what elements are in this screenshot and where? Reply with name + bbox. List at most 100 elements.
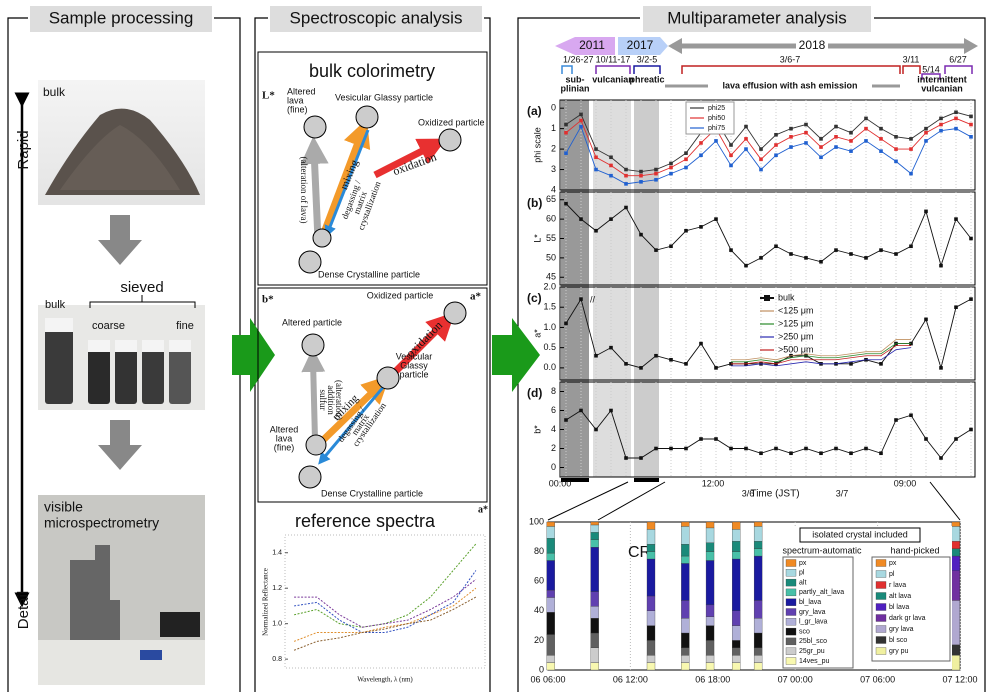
point [654,178,658,182]
point [729,153,733,157]
point [684,362,688,366]
point [894,418,898,422]
down-arrow [98,420,142,470]
y-tick-label: 6 [551,405,556,415]
x-tick-label: 09:00 [894,478,917,488]
y-tick-label: 8 [551,386,556,396]
point [954,217,958,221]
point [609,155,613,159]
legend-title: spectrum-automatic [782,545,862,555]
bar-segment [681,526,689,544]
phase-label: phreatic [629,74,664,84]
legend-label: bulk [778,292,795,302]
legend-label: r lava [889,582,906,589]
y-tick-label: 3 [551,164,556,174]
particle [313,229,331,247]
legend-label: dark gr lava [889,615,926,622]
bar-segment [647,529,655,544]
year-label: 2011 [579,38,605,52]
bar-segment [591,525,599,532]
bar-segment [706,655,714,662]
legend-label: gry_lava [799,609,826,616]
y-tick-label: 0.5 [543,342,556,352]
legend-label: bl_lava [799,599,821,606]
point [609,409,613,413]
point [639,174,643,178]
bar-segment [591,618,599,633]
point [579,119,583,123]
photo-label: sieved [120,279,163,296]
bar-segment [952,549,960,556]
timebar [634,478,659,482]
y-tick-label: 4 [551,424,556,434]
particle-label: particle [399,369,428,379]
y-tick-label: 55 [546,233,556,243]
y-tick-label: 0 [539,664,544,674]
point [699,141,703,145]
y-tick-label: 100 [529,516,544,526]
point [909,244,913,248]
bar-segment [547,522,555,526]
point [759,256,763,260]
point [639,233,643,237]
y-tick-label: 0 [551,462,556,472]
point [594,147,598,151]
point [879,248,883,252]
phase-label: plinian [561,83,590,93]
point [729,248,733,252]
point [699,437,703,441]
legend-label: pl [799,570,805,577]
point [969,428,973,432]
point [594,168,598,172]
y-tick-label: 50 [546,252,556,262]
point [729,447,733,451]
date-label: 10/11-17 [596,54,631,64]
point [684,151,688,155]
point [564,151,568,155]
point [654,248,658,252]
y-tick-label: 0 [551,103,556,113]
bar-segment [681,556,689,563]
legend-swatch [876,571,886,578]
point [834,145,838,149]
chart-title: reference spectra [295,511,436,531]
point [624,362,628,366]
point [939,129,943,133]
laptop [160,612,200,637]
particle-label: Oxidized particle [418,117,485,127]
bar-segment [732,648,740,655]
phase-label: vulcanian [921,83,963,93]
point [669,244,673,248]
y-tick-label: 2 [551,443,556,453]
point [639,366,643,370]
particle-label: Vesicular Glassy particle [335,92,433,102]
legend-label: alt lava [889,593,911,600]
point [849,139,853,143]
particle-label: (fine) [274,442,295,452]
point [969,115,973,119]
arrowhead [964,38,978,54]
point [834,248,838,252]
break-mark: // [590,294,596,304]
bar-segment [647,544,655,551]
bar-segment [706,663,714,670]
point [669,166,673,170]
legend-label: bl sco [889,637,907,644]
bar-segment [591,540,599,547]
point [804,447,808,451]
bar-segment [732,522,740,529]
bar-segment [732,663,740,670]
bar-segment [732,541,740,551]
bracket [945,66,972,74]
process-label: (alteration) [334,380,344,420]
x-tick-label: 07 12:00 [942,674,977,684]
legend-swatch [786,599,796,606]
y-tick-label: 1 [551,123,556,133]
particle [444,302,466,324]
legend-swatch [786,579,796,586]
bar-segment [647,611,655,626]
bar-segment [681,655,689,662]
point [819,137,823,141]
plot-frame [285,535,485,668]
y-tick-label: 1.0 [272,621,282,628]
